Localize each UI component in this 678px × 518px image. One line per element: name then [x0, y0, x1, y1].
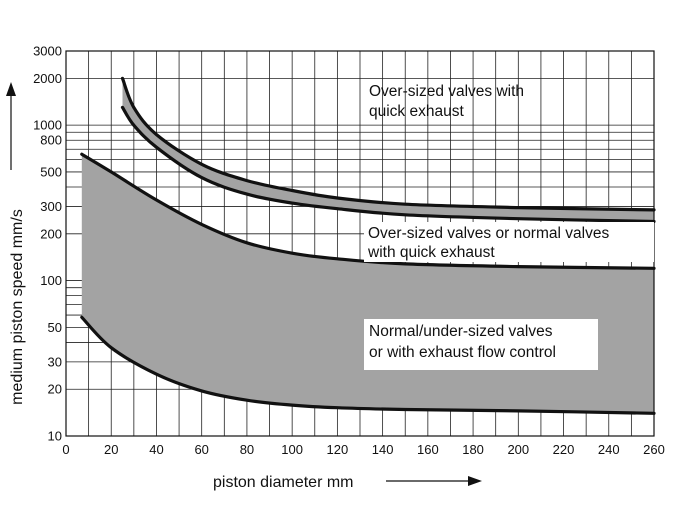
x-tick-label: 240 [598, 442, 620, 457]
y-tick-label: 300 [40, 199, 62, 214]
annotations: Over-sized valves with quick exhaust Over-… [364, 83, 654, 370]
tick-labels: 0 20 40 60 80 100 120 140 160 180 200 220 240 260 10 20… [33, 44, 665, 458]
label-oversized-or-normal: with quick exhaust [367, 244, 495, 261]
label-normal-undersized-background [364, 319, 598, 370]
band-quick-exhaust-upper-line [120, 76, 656, 212]
band-normal-fill [81, 154, 655, 414]
x-axis-arrow [386, 476, 482, 486]
label-oversized-or-normal: Over-sized valves or normal valves [368, 225, 609, 242]
label-normal-undersized: or with exhaust flow control [369, 344, 556, 361]
y-tick-label: 2000 [33, 71, 62, 86]
x-tick-label: 200 [507, 442, 529, 457]
y-tick-label: 30 [48, 354, 62, 369]
y-axis-title: medium piston speed mm/s [9, 209, 26, 405]
x-tick-label: 140 [372, 442, 394, 457]
x-tick-label: 180 [462, 442, 484, 457]
y-tick-label: 200 [40, 226, 62, 241]
x-tick-label: 0 [62, 442, 69, 457]
label-oversized-quick: quick exhaust [369, 103, 464, 120]
x-tick-label: 220 [553, 442, 575, 457]
y-axis-arrow [6, 82, 16, 170]
x-tick-label: 40 [149, 442, 163, 457]
y-tick-label: 100 [40, 273, 62, 288]
x-tick-label: 20 [104, 442, 118, 457]
x-tick-label: 100 [281, 442, 303, 457]
y-tick-label: 1000 [33, 118, 62, 133]
x-tick-label: 120 [327, 442, 349, 457]
x-tick-label: 260 [643, 442, 665, 457]
x-tick-label: 60 [194, 442, 208, 457]
band-quick-exhaust-fill [122, 78, 654, 222]
y-tick-label: 50 [48, 320, 62, 335]
band-normal-lower-line [80, 315, 656, 415]
x-tick-label: 160 [417, 442, 439, 457]
y-tick-label: 20 [48, 382, 62, 397]
band-quick-exhaust-lower-line [120, 105, 656, 224]
band-normal-upper-line [80, 152, 656, 270]
label-normal-undersized: Normal/under-sized valves [369, 323, 553, 340]
x-tick-label: 80 [240, 442, 254, 457]
y-tick-label: 3000 [33, 44, 62, 59]
y-tick-label: 800 [40, 133, 62, 148]
label-oversized-or-normal-background [364, 222, 654, 262]
label-oversized-quick: Over-sized valves with [369, 83, 524, 100]
x-axis-title: piston diameter mm [213, 474, 354, 491]
y-tick-label: 10 [48, 429, 62, 444]
y-tick-label: 500 [40, 164, 62, 179]
